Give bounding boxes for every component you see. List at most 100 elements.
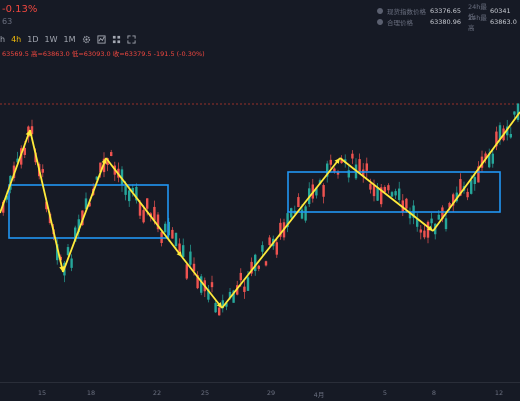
- info-row-index: 现货指数价格 63376.65 24h最低 60341: [377, 3, 518, 21]
- candle-body: [200, 276, 203, 293]
- trend-line-segment[interactable]: [181, 256, 223, 309]
- candle-body: [279, 222, 282, 237]
- candle-body: [419, 229, 422, 233]
- candle-body: [146, 198, 149, 209]
- range-box[interactable]: [8, 184, 169, 239]
- candle-body: [358, 159, 361, 172]
- candle-body: [138, 202, 142, 216]
- timeframe-1d[interactable]: 1D: [27, 34, 39, 44]
- x-tick-label: 18: [86, 389, 96, 397]
- expand-icon[interactable]: [126, 34, 136, 44]
- x-tick-label: 5: [382, 389, 388, 397]
- candle-body: [41, 169, 44, 173]
- candle-body: [142, 210, 145, 223]
- candle-body: [214, 303, 217, 313]
- candle-body: [369, 183, 372, 190]
- candle-body: [192, 263, 196, 272]
- x-tick-label: 15: [37, 389, 47, 397]
- info-icon: [377, 18, 383, 25]
- candle-body: [153, 206, 156, 221]
- timeframe-h[interactable]: h: [0, 34, 6, 44]
- candle-body: [243, 286, 246, 292]
- timeframe-1w[interactable]: 1W: [44, 34, 58, 44]
- trend-line-segment[interactable]: [0, 129, 31, 214]
- timeframe-4h[interactable]: 4h: [11, 34, 22, 44]
- candle-body: [376, 187, 379, 201]
- candle-body: [225, 302, 228, 307]
- trend-line-segment[interactable]: [339, 157, 434, 232]
- candle-body: [77, 219, 80, 233]
- trend-arrowhead: [427, 225, 433, 231]
- candle-body: [333, 168, 336, 172]
- candle-body: [275, 242, 278, 255]
- candle-body: [513, 111, 516, 115]
- candle-body: [131, 188, 134, 193]
- info-value-secondary: 63863.0: [490, 17, 517, 26]
- x-tick-label: 4月: [313, 391, 325, 399]
- candle-body: [362, 169, 365, 177]
- candle-body: [297, 197, 300, 208]
- range-box[interactable]: [287, 171, 501, 213]
- trend-line-segment[interactable]: [62, 157, 107, 273]
- candle-body: [106, 158, 109, 165]
- x-axis: 15 18 22 25 29 4月 5 8 12: [0, 382, 520, 401]
- x-tick-label: 8: [431, 389, 437, 397]
- info-label-secondary: 24h最高: [468, 13, 487, 32]
- info-label-secondary: 24h最低: [468, 2, 487, 21]
- candle-body: [30, 126, 34, 135]
- candle-body: [185, 264, 188, 279]
- timeframe-1m[interactable]: 1M: [63, 34, 76, 44]
- grid-icon[interactable]: [112, 35, 121, 44]
- candle-body: [459, 179, 462, 196]
- info-label: 现货指数价格: [387, 7, 426, 16]
- candle-body: [390, 192, 394, 197]
- candle-body: [182, 245, 185, 257]
- x-tick-label: 25: [200, 389, 210, 397]
- candle-body: [174, 232, 178, 247]
- candle-body: [66, 247, 70, 256]
- trend-arrowhead: [176, 251, 182, 257]
- candle-body: [448, 203, 451, 208]
- info-row-fair: 合理价格 63380.96 24h最高 63863.0: [377, 14, 518, 32]
- trend-arrowhead: [101, 158, 107, 164]
- candle-body: [178, 243, 181, 252]
- candle-body: [156, 214, 160, 230]
- indicator-icon[interactable]: [96, 34, 106, 44]
- candle-body: [23, 148, 26, 155]
- trend-line-segment[interactable]: [105, 157, 183, 258]
- range-boxes: [8, 171, 501, 239]
- trend-line-segment[interactable]: [432, 111, 520, 232]
- candle-body: [466, 191, 469, 198]
- candle-body: [264, 261, 268, 266]
- candle-body: [336, 171, 340, 175]
- gear-icon[interactable]: [82, 35, 91, 44]
- candle-body: [477, 166, 480, 183]
- candle-body: [124, 186, 127, 195]
- trend-arrowhead: [25, 130, 31, 136]
- candle-body: [516, 103, 520, 120]
- trend-line-segment[interactable]: [29, 129, 64, 273]
- candle-body: [484, 153, 487, 159]
- candle-body: [444, 218, 448, 230]
- candle-body: [326, 163, 329, 177]
- candle-body: [405, 198, 408, 209]
- candle-body: [347, 170, 350, 178]
- candle-body: [261, 245, 264, 252]
- trend-line-segment[interactable]: [221, 157, 341, 309]
- candle-body: [441, 207, 444, 220]
- trend-arrowhead: [334, 158, 340, 164]
- candle-body: [488, 153, 491, 168]
- candle-body: [2, 201, 5, 213]
- candle-body: [128, 190, 131, 202]
- candle-body: [372, 185, 376, 197]
- candle-body: [221, 300, 224, 309]
- candle-body: [394, 191, 397, 196]
- candle-body: [437, 214, 440, 220]
- candle-body: [290, 208, 293, 218]
- candle-body: [398, 188, 401, 200]
- price-change-percent: -0.13%: [2, 4, 38, 15]
- candle-body: [268, 237, 271, 246]
- candle-body: [207, 289, 210, 300]
- candle-body: [495, 131, 498, 147]
